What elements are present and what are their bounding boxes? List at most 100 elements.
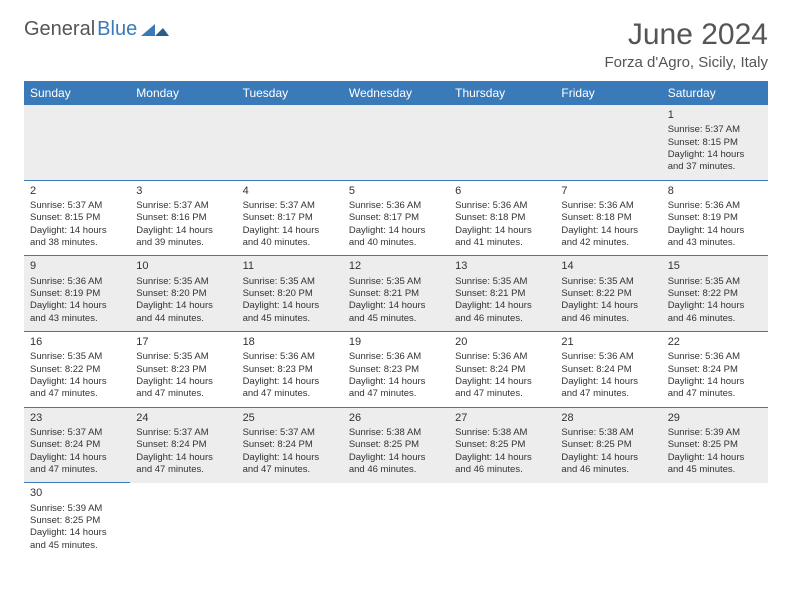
day-number: 2 [30,184,124,198]
calendar-day-cell: 18Sunrise: 5:36 AMSunset: 8:23 PMDayligh… [237,332,343,408]
day-number: 30 [30,486,124,500]
weekday-header: Monday [130,81,236,105]
daylight-text: Daylight: 14 hours and 43 minutes. [30,300,124,325]
daylight-text: Daylight: 14 hours and 46 minutes. [561,300,655,325]
logo: GeneralBlue [24,18,169,41]
day-number: 1 [668,108,762,122]
sunset-text: Sunset: 8:19 PM [30,288,124,300]
sunset-text: Sunset: 8:24 PM [561,364,655,376]
sunset-text: Sunset: 8:22 PM [668,288,762,300]
daylight-text: Daylight: 14 hours and 43 minutes. [668,225,762,250]
sunrise-text: Sunrise: 5:38 AM [561,427,655,439]
day-number: 9 [30,259,124,273]
daylight-text: Daylight: 14 hours and 45 minutes. [243,300,337,325]
calendar-week-row: 9Sunrise: 5:36 AMSunset: 8:19 PMDaylight… [24,256,768,332]
day-number: 3 [136,184,230,198]
sunrise-text: Sunrise: 5:39 AM [668,427,762,439]
sunset-text: Sunset: 8:24 PM [668,364,762,376]
daylight-text: Daylight: 14 hours and 39 minutes. [136,225,230,250]
header: GeneralBlue June 2024 Forza d'Agro, Sici… [24,18,768,71]
calendar-day-cell [237,483,343,558]
calendar-day-cell [343,105,449,180]
day-number: 25 [243,411,337,425]
day-number: 12 [349,259,443,273]
sunset-text: Sunset: 8:17 PM [349,212,443,224]
calendar-day-cell: 11Sunrise: 5:35 AMSunset: 8:20 PMDayligh… [237,256,343,332]
weekday-header-row: Sunday Monday Tuesday Wednesday Thursday… [24,81,768,105]
sunrise-text: Sunrise: 5:37 AM [30,427,124,439]
day-number: 13 [455,259,549,273]
sunrise-text: Sunrise: 5:36 AM [455,351,549,363]
sunrise-text: Sunrise: 5:37 AM [136,200,230,212]
sunrise-text: Sunrise: 5:36 AM [243,351,337,363]
daylight-text: Daylight: 14 hours and 47 minutes. [243,452,337,477]
day-number: 29 [668,411,762,425]
calendar-day-cell: 25 Sunrise: 5:37 AMSunset: 8:24 PMDayligh… [237,407,343,483]
calendar-day-cell [130,483,236,558]
sunrise-text: Sunrise: 5:37 AM [30,200,124,212]
weekday-header: Friday [555,81,661,105]
weekday-header: Thursday [449,81,555,105]
sunset-text: Sunset: 8:18 PM [455,212,549,224]
calendar-day-cell [449,105,555,180]
sunrise-text: Sunrise: 5:37 AM [668,124,762,136]
calendar-day-cell: 6Sunrise: 5:36 AMSunset: 8:18 PMDaylight… [449,180,555,256]
sunset-text: Sunset: 8:22 PM [30,364,124,376]
calendar-day-cell: 3Sunrise: 5:37 AMSunset: 8:16 PMDaylight… [130,180,236,256]
daylight-text: Daylight: 14 hours and 47 minutes. [349,376,443,401]
sunrise-text: Sunrise: 5:36 AM [30,276,124,288]
day-number: 28 [561,411,655,425]
daylight-text: Daylight: 14 hours and 42 minutes. [561,225,655,250]
day-number: 7 [561,184,655,198]
calendar-day-cell: 4Sunrise: 5:37 AMSunset: 8:17 PMDaylight… [237,180,343,256]
calendar-day-cell: 9 Sunrise: 5:36 AMSunset: 8:19 PMDaylight… [24,256,130,332]
day-number: 22 [668,335,762,349]
sunset-text: Sunset: 8:25 PM [30,515,124,527]
daylight-text: Daylight: 14 hours and 45 minutes. [30,527,124,552]
sunrise-text: Sunrise: 5:36 AM [561,200,655,212]
calendar-day-cell [555,105,661,180]
day-number: 24 [136,411,230,425]
page-title: June 2024 [605,18,768,52]
calendar-day-cell: 12Sunrise: 5:35 AMSunset: 8:21 PMDayligh… [343,256,449,332]
calendar-day-cell: 24Sunrise: 5:37 AMSunset: 8:24 PMDayligh… [130,407,236,483]
calendar-day-cell: 15Sunrise: 5:35 AMSunset: 8:22 PMDayligh… [662,256,768,332]
weekday-header: Saturday [662,81,768,105]
calendar-day-cell: 10Sunrise: 5:35 AMSunset: 8:20 PMDayligh… [130,256,236,332]
daylight-text: Daylight: 14 hours and 47 minutes. [136,452,230,477]
day-number: 10 [136,259,230,273]
daylight-text: Daylight: 14 hours and 47 minutes. [455,376,549,401]
calendar-day-cell: 26Sunrise: 5:38 AMSunset: 8:25 PMDayligh… [343,407,449,483]
calendar-week-row: 23Sunrise: 5:37 AMSunset: 8:24 PMDayligh… [24,407,768,483]
daylight-text: Daylight: 14 hours and 47 minutes. [136,376,230,401]
day-number: 20 [455,335,549,349]
calendar-day-cell: 21Sunrise: 5:36 AMSunset: 8:24 PMDayligh… [555,332,661,408]
day-number: 15 [668,259,762,273]
sunrise-text: Sunrise: 5:36 AM [455,200,549,212]
logo-flag-icon [141,20,169,40]
sunset-text: Sunset: 8:24 PM [243,439,337,451]
sunset-text: Sunset: 8:24 PM [455,364,549,376]
sunset-text: Sunset: 8:25 PM [455,439,549,451]
logo-text-blue: Blue [97,18,137,41]
daylight-text: Daylight: 14 hours and 46 minutes. [349,452,443,477]
sunrise-text: Sunrise: 5:37 AM [243,427,337,439]
calendar-week-row: 30Sunrise: 5:39 AMSunset: 8:25 PMDayligh… [24,483,768,558]
sunset-text: Sunset: 8:15 PM [668,137,762,149]
calendar-week-row: 16Sunrise: 5:35 AMSunset: 8:22 PMDayligh… [24,332,768,408]
calendar-day-cell [449,483,555,558]
daylight-text: Daylight: 14 hours and 44 minutes. [136,300,230,325]
calendar-day-cell: 13Sunrise: 5:35 AMSunset: 8:21 PMDayligh… [449,256,555,332]
sunset-text: Sunset: 8:22 PM [561,288,655,300]
sunrise-text: Sunrise: 5:37 AM [243,200,337,212]
sunrise-text: Sunrise: 5:38 AM [349,427,443,439]
sunrise-text: Sunrise: 5:35 AM [243,276,337,288]
sunrise-text: Sunrise: 5:36 AM [561,351,655,363]
sunset-text: Sunset: 8:18 PM [561,212,655,224]
calendar-day-cell: 23Sunrise: 5:37 AMSunset: 8:24 PMDayligh… [24,407,130,483]
calendar-week-row: 2Sunrise: 5:37 AMSunset: 8:15 PMDaylight… [24,180,768,256]
sunrise-text: Sunrise: 5:35 AM [561,276,655,288]
day-number: 26 [349,411,443,425]
weekday-header: Tuesday [237,81,343,105]
daylight-text: Daylight: 14 hours and 46 minutes. [455,452,549,477]
